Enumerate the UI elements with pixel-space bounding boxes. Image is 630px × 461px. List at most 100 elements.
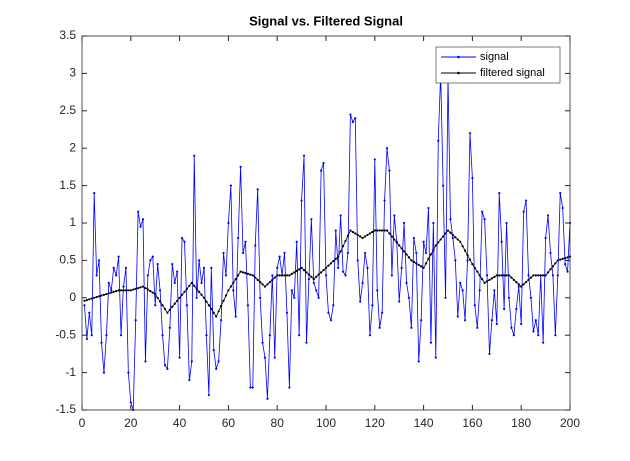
point	[222, 299, 225, 302]
point	[141, 218, 145, 221]
point	[320, 169, 323, 172]
point	[249, 273, 252, 276]
point	[385, 229, 389, 232]
point	[515, 307, 518, 311]
point	[559, 191, 562, 195]
point	[351, 120, 354, 124]
point	[217, 310, 220, 313]
point	[137, 286, 140, 290]
point	[237, 236, 240, 240]
point	[383, 229, 386, 232]
point	[532, 274, 535, 277]
point	[110, 289, 113, 292]
point	[376, 289, 379, 292]
x-tick-label: 100	[316, 416, 336, 430]
point	[122, 285, 125, 288]
point	[483, 281, 486, 284]
point	[88, 298, 91, 301]
point	[229, 285, 232, 288]
point	[412, 236, 415, 240]
point	[102, 293, 106, 296]
point	[166, 311, 169, 314]
point	[544, 236, 547, 240]
point	[322, 162, 325, 165]
point	[371, 304, 374, 307]
point	[551, 274, 555, 277]
point	[398, 244, 401, 247]
point	[476, 326, 479, 329]
point	[100, 341, 103, 344]
point	[466, 259, 469, 262]
legend-label: signal	[480, 51, 509, 63]
point	[195, 287, 198, 290]
point	[381, 229, 384, 232]
point	[127, 289, 130, 292]
y-tick-label: 0	[69, 290, 76, 304]
legend-marker	[457, 55, 460, 59]
point	[285, 311, 289, 314]
point	[161, 334, 164, 337]
point	[276, 274, 279, 277]
point	[180, 293, 184, 296]
point	[556, 259, 559, 262]
point	[137, 210, 140, 213]
point	[351, 230, 354, 234]
point	[239, 165, 242, 168]
point	[97, 259, 101, 262]
point	[266, 283, 269, 286]
point	[476, 270, 479, 273]
x-tick-label: 20	[124, 416, 138, 430]
point	[490, 319, 494, 322]
point	[90, 297, 93, 300]
point	[346, 251, 350, 255]
point	[173, 281, 176, 284]
x-tick-label: 120	[365, 416, 385, 430]
point	[246, 304, 250, 307]
point	[554, 262, 557, 265]
point	[383, 199, 386, 202]
point	[290, 289, 293, 292]
point	[361, 281, 364, 284]
point	[324, 266, 328, 269]
point	[454, 259, 457, 262]
point	[507, 296, 511, 299]
point	[522, 210, 525, 213]
point	[505, 221, 508, 225]
point	[390, 235, 393, 238]
point	[256, 188, 259, 191]
legend: signal filtered signal	[435, 46, 561, 84]
point	[524, 280, 528, 284]
point	[461, 245, 464, 248]
point	[456, 238, 459, 241]
point	[415, 262, 418, 265]
point	[90, 334, 93, 337]
point	[302, 154, 306, 157]
point	[378, 229, 381, 232]
y-tick-label: 1.5	[59, 178, 76, 192]
point	[156, 263, 159, 266]
point	[534, 274, 537, 277]
point	[158, 289, 162, 292]
point	[105, 292, 108, 296]
point	[185, 287, 189, 290]
legend-label: filtered signal	[480, 67, 545, 79]
point	[456, 315, 459, 318]
point	[546, 271, 550, 274]
point	[503, 307, 506, 311]
point	[317, 273, 320, 276]
point	[542, 341, 545, 344]
point	[310, 275, 313, 278]
point	[463, 319, 467, 322]
point	[344, 239, 347, 243]
point	[368, 232, 372, 235]
y-tick-label: 3.5	[59, 28, 76, 42]
point	[227, 289, 230, 292]
point	[305, 271, 308, 274]
point	[198, 290, 201, 293]
point	[398, 300, 401, 303]
point	[488, 278, 491, 281]
point	[163, 307, 167, 311]
point	[300, 199, 303, 202]
point	[124, 289, 128, 292]
point	[266, 397, 269, 400]
